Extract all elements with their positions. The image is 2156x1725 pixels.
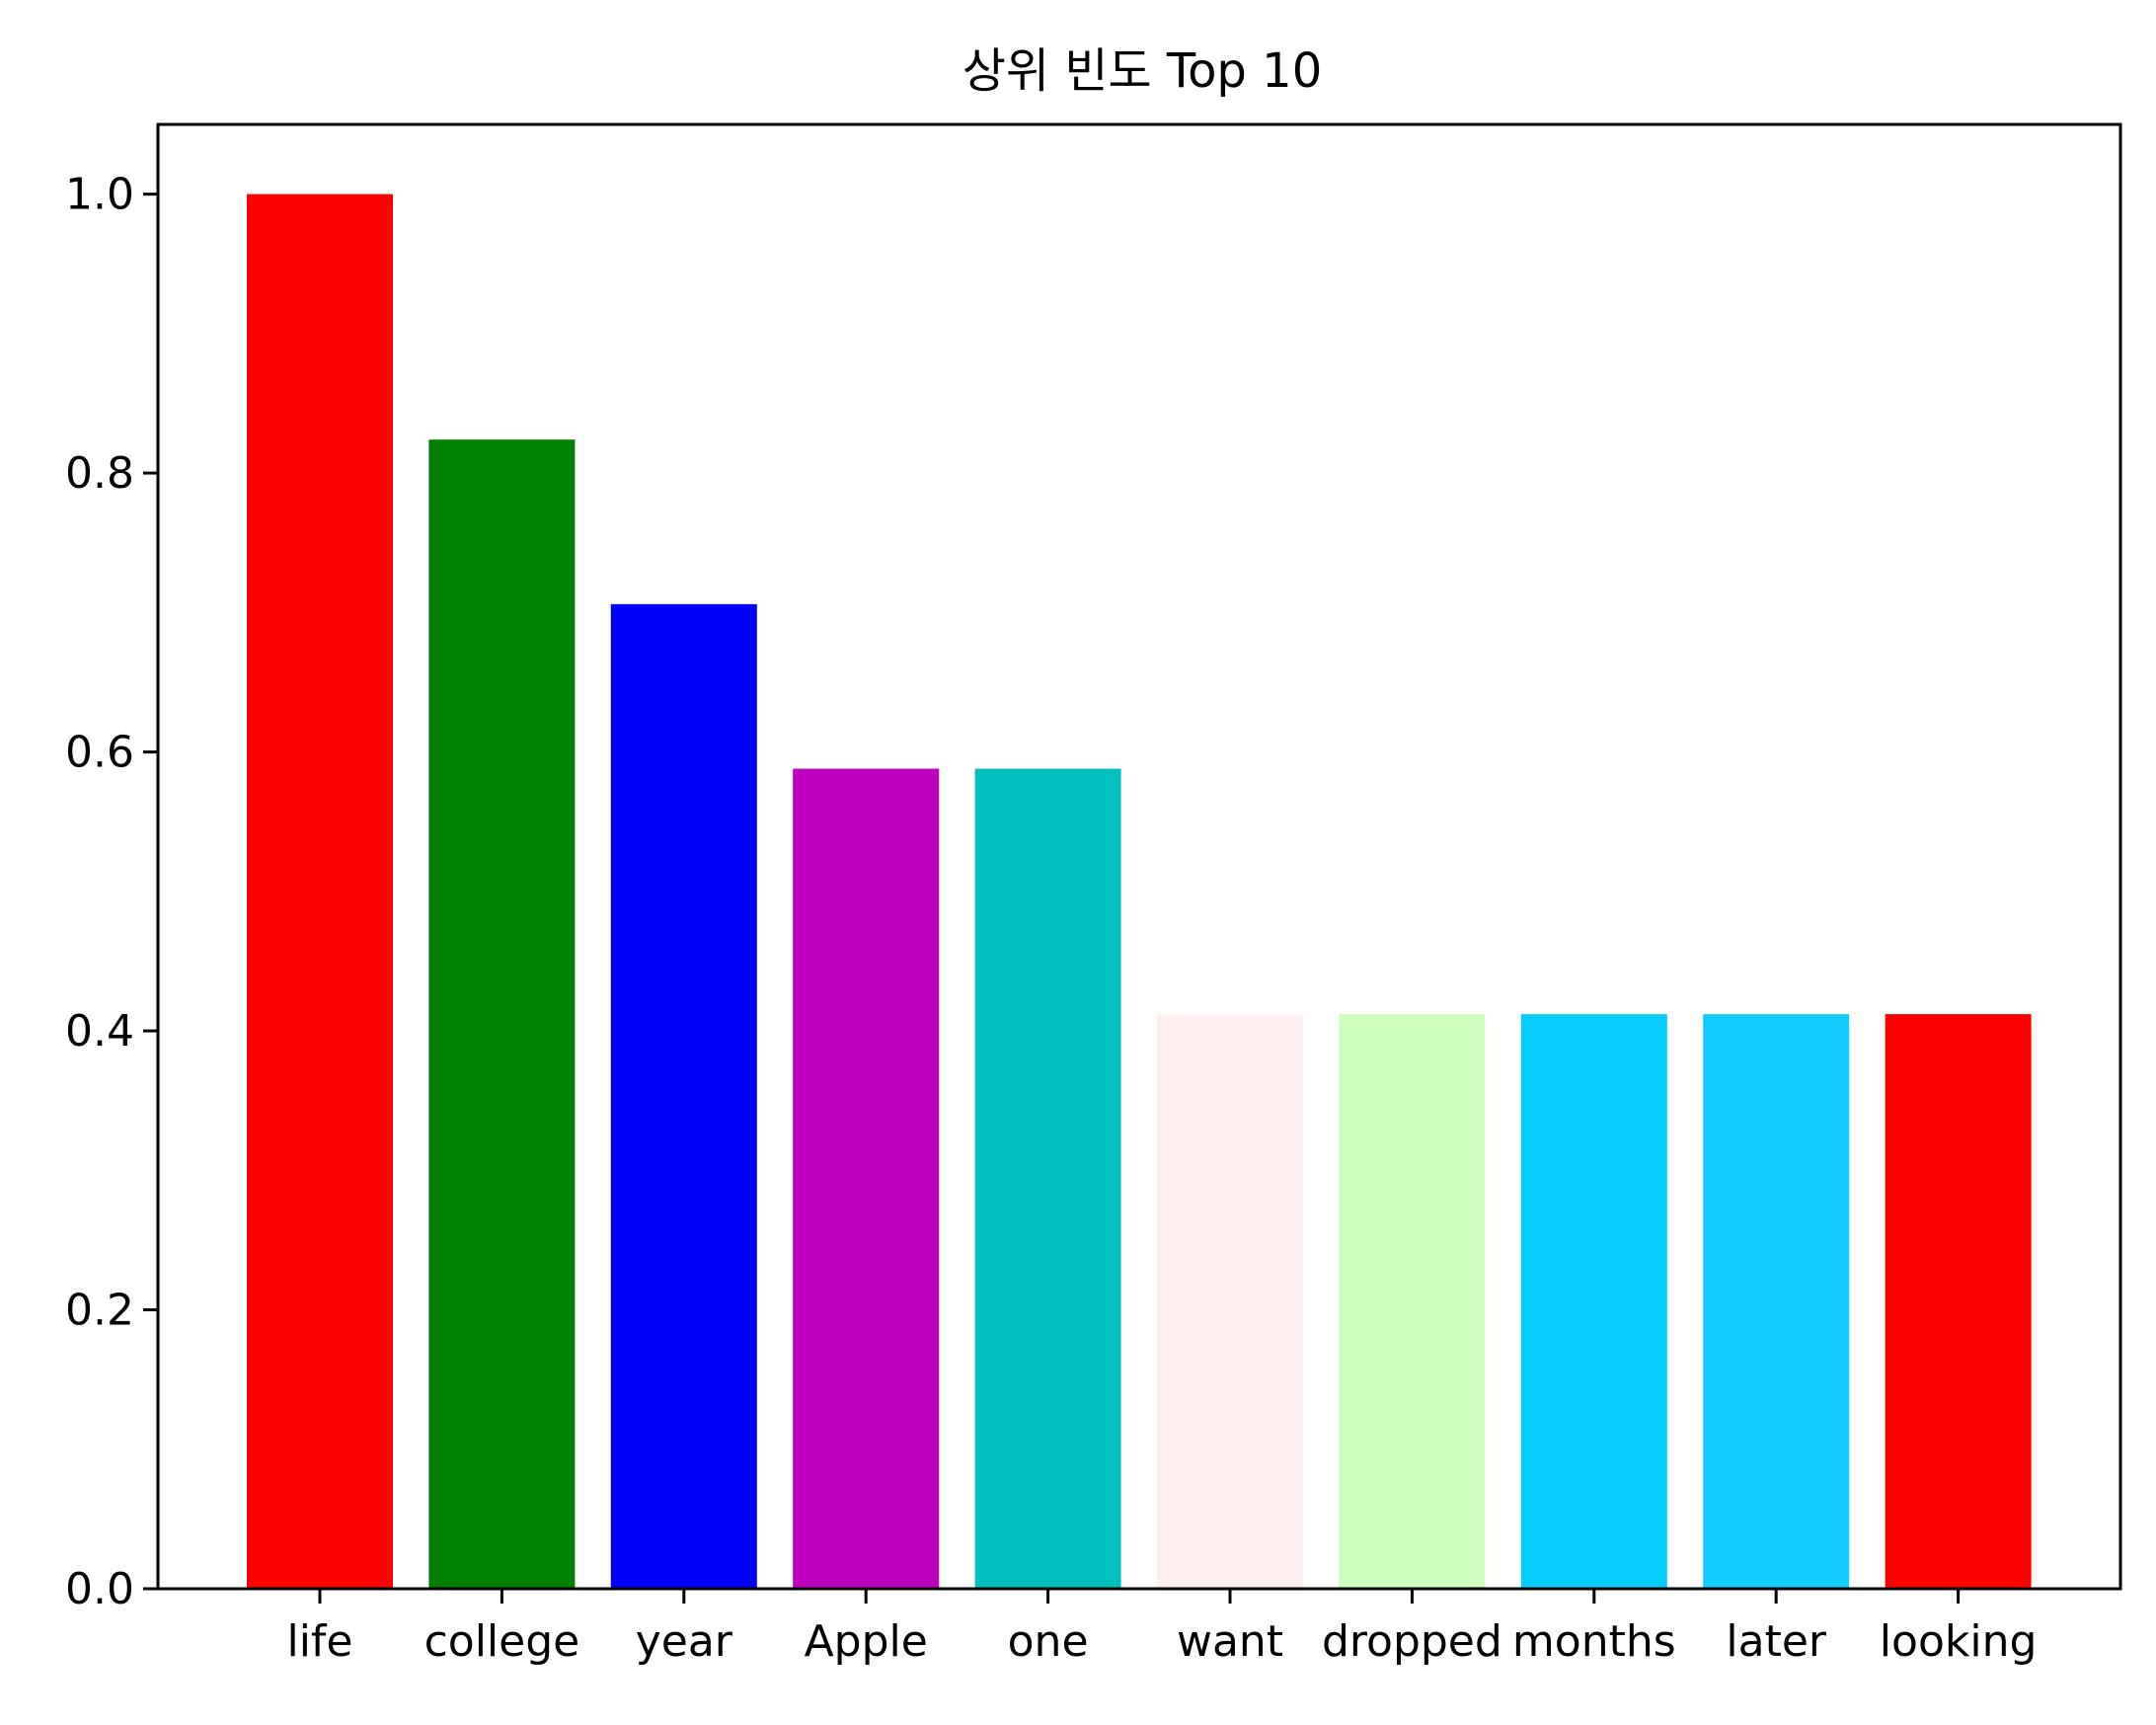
plot-frame bbox=[156, 122, 2122, 1591]
bar-apple bbox=[793, 768, 940, 1589]
y-tick-label: 0.8 bbox=[65, 448, 134, 499]
x-tick-label: months bbox=[1512, 1616, 1676, 1667]
x-tick-label: dropped bbox=[1322, 1616, 1502, 1667]
bar-looking bbox=[1885, 1014, 2032, 1589]
x-tick-label: later bbox=[1726, 1616, 1827, 1667]
y-tick-label: 0.0 bbox=[65, 1564, 134, 1614]
x-tick-label: want bbox=[1177, 1616, 1283, 1667]
x-tick-label: year bbox=[636, 1616, 733, 1667]
y-tick-label: 0.4 bbox=[65, 1006, 134, 1057]
x-tick-label: Apple bbox=[805, 1616, 928, 1667]
y-tick-label: 1.0 bbox=[65, 170, 134, 220]
bar-year bbox=[610, 603, 757, 1589]
x-axis: life college year Apple one want dropped months… bbox=[286, 1589, 2037, 1667]
x-tick-label: college bbox=[424, 1616, 580, 1667]
bar-one bbox=[974, 768, 1121, 1589]
chart-title: 상위 빈도 Top 10 bbox=[962, 43, 1323, 99]
x-tick-label: one bbox=[1008, 1616, 1089, 1667]
bar-want bbox=[1157, 1014, 1303, 1589]
y-tick-label: 0.6 bbox=[65, 728, 134, 778]
bar-life bbox=[247, 194, 393, 1590]
bar-months bbox=[1520, 1014, 1667, 1589]
x-tick-label: life bbox=[286, 1616, 352, 1667]
bars-layer bbox=[247, 194, 2032, 1590]
y-tick-label: 0.2 bbox=[65, 1286, 134, 1336]
bar-college bbox=[428, 439, 576, 1589]
bar-dropped bbox=[1339, 1014, 1486, 1589]
x-tick-label: looking bbox=[1880, 1616, 2038, 1667]
bar-later bbox=[1703, 1014, 1850, 1589]
y-axis: 0.0 0.2 0.4 0.6 0.8 1.0 bbox=[65, 170, 158, 1614]
